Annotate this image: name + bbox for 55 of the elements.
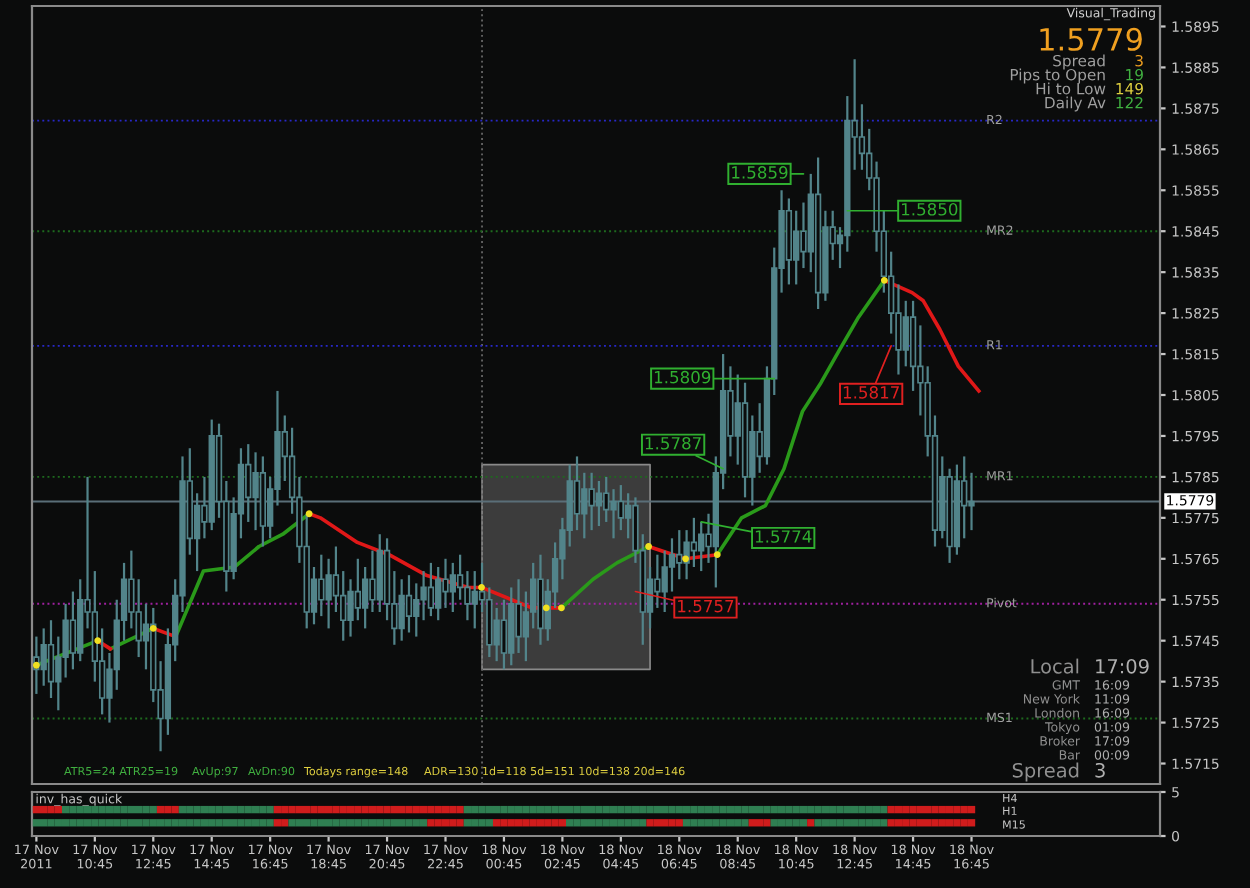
candlestick: [369, 549, 376, 614]
annotation: 3: [1095, 762, 1105, 778]
annotation: 1.5817: [843, 386, 899, 399]
annotation: 1.5779: [1040, 27, 1142, 51]
candlestick: [40, 627, 47, 687]
candlestick: [588, 471, 595, 532]
candlestick: [398, 578, 405, 642]
candlestick: [800, 201, 807, 270]
candlestick: [902, 299, 909, 368]
candlestick: [676, 529, 683, 581]
candlestick: [793, 209, 800, 286]
candlestick: [449, 561, 456, 614]
candlestick: [69, 590, 77, 671]
annotation: 17:09: [1096, 658, 1149, 674]
candlestick: [435, 565, 442, 622]
point: [542, 604, 550, 612]
candlestick: [245, 443, 252, 524]
point: [478, 584, 485, 591]
candlestick: [698, 520, 705, 573]
candlestick: [318, 553, 325, 618]
candlestick: [961, 455, 968, 540]
candlestick: [493, 606, 500, 663]
annotation: 1.5774: [755, 530, 812, 543]
point: [94, 637, 102, 645]
candlestick: [573, 455, 581, 532]
annotation: 1.5859: [732, 166, 788, 179]
candlestick: [427, 561, 435, 618]
candlestick: [581, 471, 588, 540]
candlestick: [500, 598, 508, 671]
candlestick: [595, 479, 603, 528]
candlestick: [654, 553, 661, 610]
annotation: 1.5787: [645, 436, 701, 450]
point: [713, 551, 721, 559]
annotation: Spread: [1012, 762, 1079, 782]
annotation: 1.5809: [654, 370, 711, 384]
annotation: 1.5757: [678, 600, 734, 613]
point: [645, 543, 652, 550]
candlestick: [442, 557, 449, 610]
annotation: Local: [1031, 658, 1079, 674]
point: [880, 276, 888, 284]
candlestick: [690, 516, 698, 569]
point: [305, 510, 313, 518]
candlestick: [405, 574, 413, 634]
candlestick: [617, 483, 625, 532]
point: [558, 604, 565, 612]
annotation: 1.5850: [901, 202, 958, 216]
candlestick: [968, 471, 975, 532]
point: [32, 661, 40, 669]
candlestick: [610, 488, 617, 540]
candlestick: [515, 578, 522, 655]
candlestick: [252, 451, 259, 532]
point: [682, 555, 690, 563]
candlestick: [471, 569, 478, 630]
candlestick: [354, 557, 362, 622]
point: [149, 625, 157, 632]
